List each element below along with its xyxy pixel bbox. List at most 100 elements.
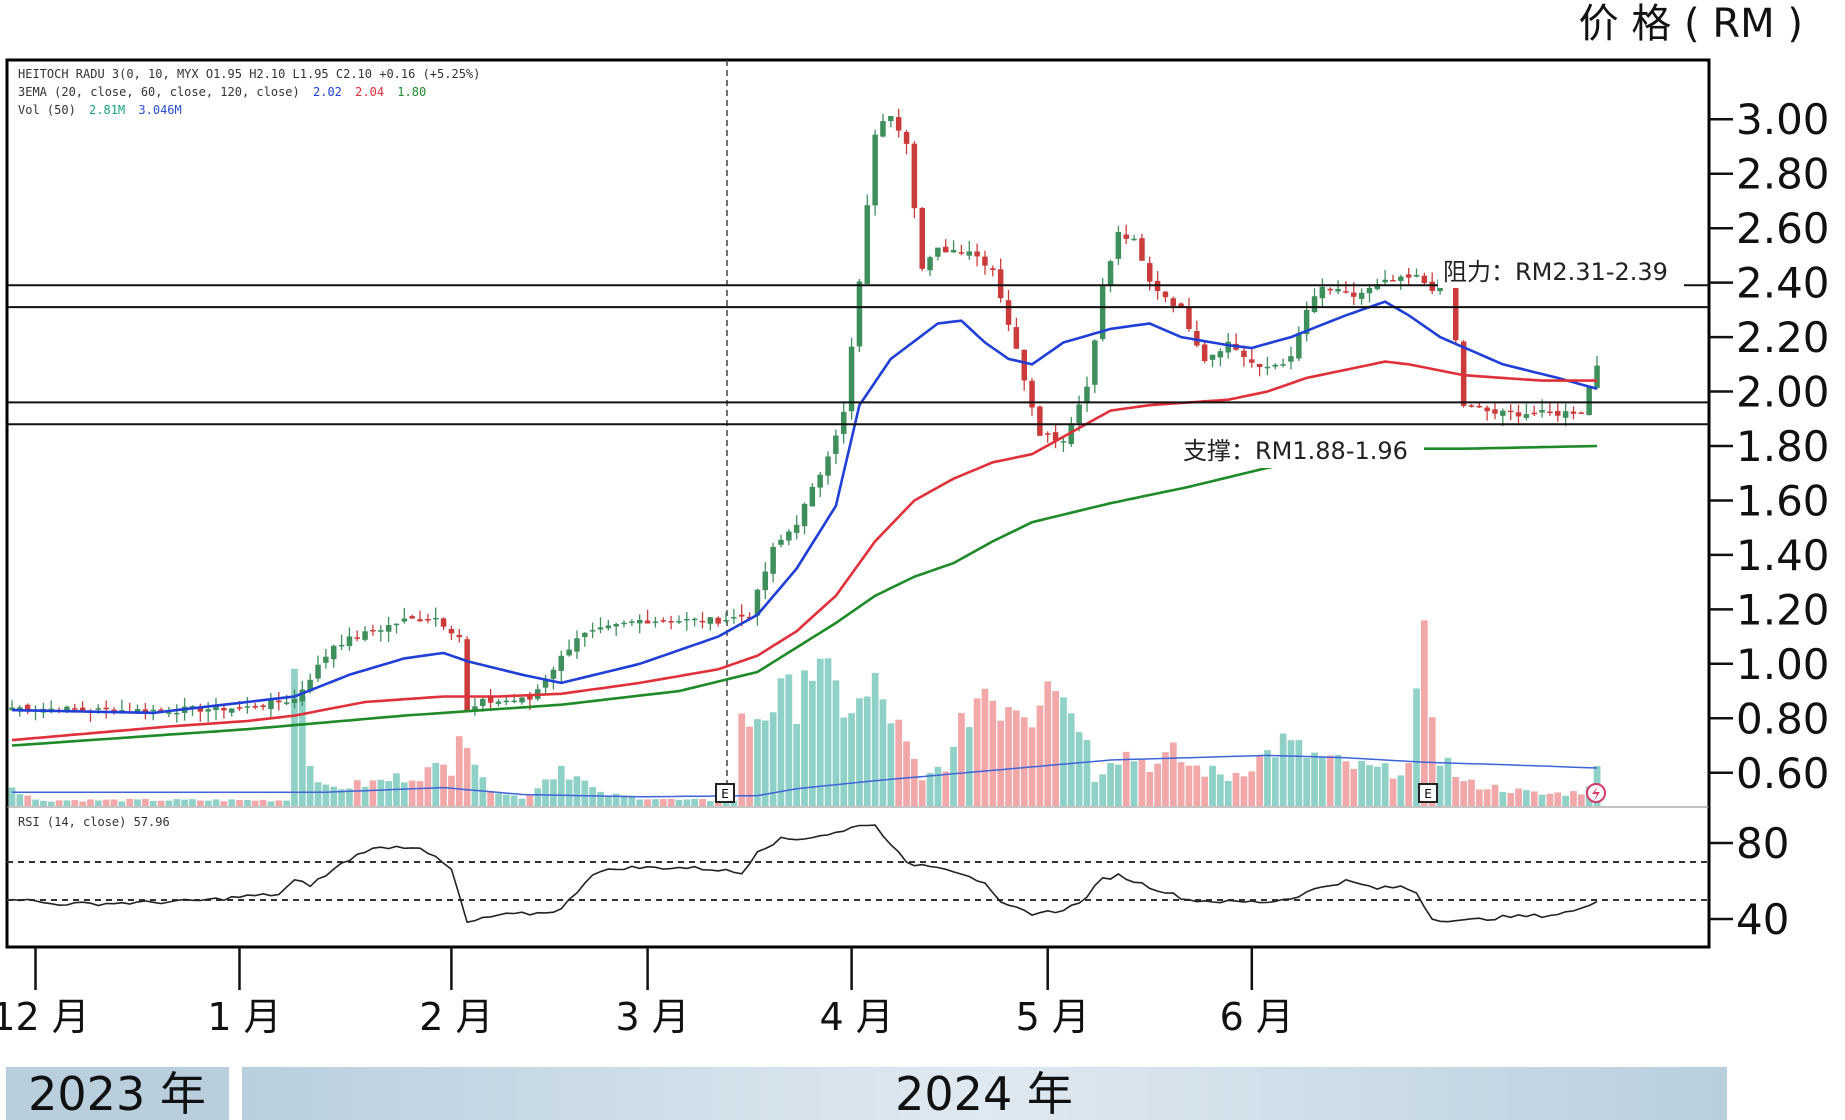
volume-bar <box>573 776 581 806</box>
candle-body <box>676 621 682 623</box>
candle-body <box>213 705 219 711</box>
volume-bar <box>1130 761 1138 806</box>
volume-bar <box>79 801 86 806</box>
volume-bar <box>989 700 997 806</box>
candle-body <box>1131 238 1137 241</box>
candle-body <box>1351 292 1357 297</box>
volume-bar <box>1240 776 1248 806</box>
candle-body <box>1005 300 1012 325</box>
candle-body <box>605 625 612 629</box>
volume-bar <box>738 713 746 806</box>
candle-body <box>801 503 808 527</box>
candle-body <box>699 620 706 623</box>
candle-body <box>1249 359 1255 363</box>
volume-bar <box>259 799 267 806</box>
candle-body <box>142 709 149 713</box>
rsi-level-lines <box>7 861 1709 901</box>
volume-bar <box>32 799 39 806</box>
volume-bar <box>714 801 722 806</box>
candle-body <box>589 630 596 632</box>
candle-body <box>331 645 337 660</box>
volume-bar <box>408 780 416 806</box>
volume-bars <box>8 620 1601 806</box>
volume-bar <box>1099 774 1106 806</box>
candle-body <box>856 281 863 347</box>
volume-bar <box>518 798 526 806</box>
volume-bar <box>236 800 243 806</box>
candle-body <box>1288 356 1294 362</box>
candle-body <box>495 701 502 704</box>
volume-bar <box>871 672 879 806</box>
candle-body <box>519 697 525 703</box>
volume-bar <box>1075 732 1083 806</box>
volume-bar <box>1146 772 1154 806</box>
candle-body <box>1013 327 1020 349</box>
volume-bar <box>597 791 604 806</box>
volume-bar <box>212 799 220 806</box>
candle-body <box>1500 410 1506 416</box>
volume-bar <box>1162 752 1169 806</box>
resistance-label-bg <box>1438 254 1684 288</box>
candle-body <box>1099 286 1106 339</box>
volume-bar <box>981 688 989 806</box>
volume-bar <box>510 795 518 806</box>
price-tick-label: 2.00 <box>1736 368 1830 417</box>
volume-bar <box>934 766 942 806</box>
candle-body <box>597 627 604 630</box>
volume-bar <box>267 801 275 806</box>
volume-bar <box>667 798 675 806</box>
candle-body <box>1256 364 1263 367</box>
volume-bar <box>275 800 283 806</box>
volume-bar <box>1562 795 1569 806</box>
support-label-group: 支撑：RM1.88-1.96 <box>1178 434 1424 468</box>
candle-body <box>1570 411 1577 414</box>
candle-body <box>323 656 329 663</box>
volume-bar <box>338 789 345 806</box>
volume-bar <box>557 765 565 806</box>
candle-body <box>425 619 431 621</box>
header-ema: 3EMA (20, close, 60, close, 120, close) … <box>18 85 426 99</box>
volume-bar <box>1570 791 1577 806</box>
volume-bar <box>1295 740 1303 806</box>
candle-body <box>691 618 698 621</box>
candle-body <box>1241 350 1247 357</box>
volume-bar <box>761 720 769 806</box>
price-tick-label: 1.40 <box>1736 531 1830 580</box>
candle-body <box>550 669 557 679</box>
volume-bar <box>283 800 290 806</box>
volume-bar <box>1530 791 1538 806</box>
candle-body <box>338 644 345 647</box>
volume-bar <box>1256 755 1263 806</box>
volume-bar <box>1185 765 1193 806</box>
volume-bar <box>1342 761 1350 806</box>
candle-body <box>174 712 180 715</box>
candle-body <box>1092 340 1098 385</box>
volume-bar <box>314 782 322 806</box>
candle-body <box>1594 365 1600 388</box>
candle-body <box>1484 407 1490 412</box>
candle-body <box>370 630 376 632</box>
candle-body <box>1280 364 1286 366</box>
volume-bar <box>1334 754 1342 806</box>
candle-body <box>119 710 125 712</box>
volume-bar <box>809 680 816 806</box>
candle-body <box>1460 341 1467 406</box>
candle-body <box>786 531 792 541</box>
volume-bar <box>71 800 79 806</box>
support-label-bg <box>1178 434 1424 468</box>
candle-body <box>958 252 965 254</box>
volume-bar <box>840 717 848 806</box>
volume-bar <box>1538 794 1546 806</box>
volume-bar <box>1491 784 1499 806</box>
month-tick-label: 12 月 <box>0 995 90 1039</box>
candle-body <box>464 639 470 712</box>
volume-bar <box>424 767 432 806</box>
volume-bar <box>793 724 800 806</box>
candle-body <box>150 709 156 712</box>
candle-body <box>754 589 761 616</box>
volume-bar <box>605 796 612 806</box>
candle-body <box>1084 386 1090 402</box>
candle-body <box>1037 406 1043 436</box>
candle-body <box>1201 344 1208 361</box>
